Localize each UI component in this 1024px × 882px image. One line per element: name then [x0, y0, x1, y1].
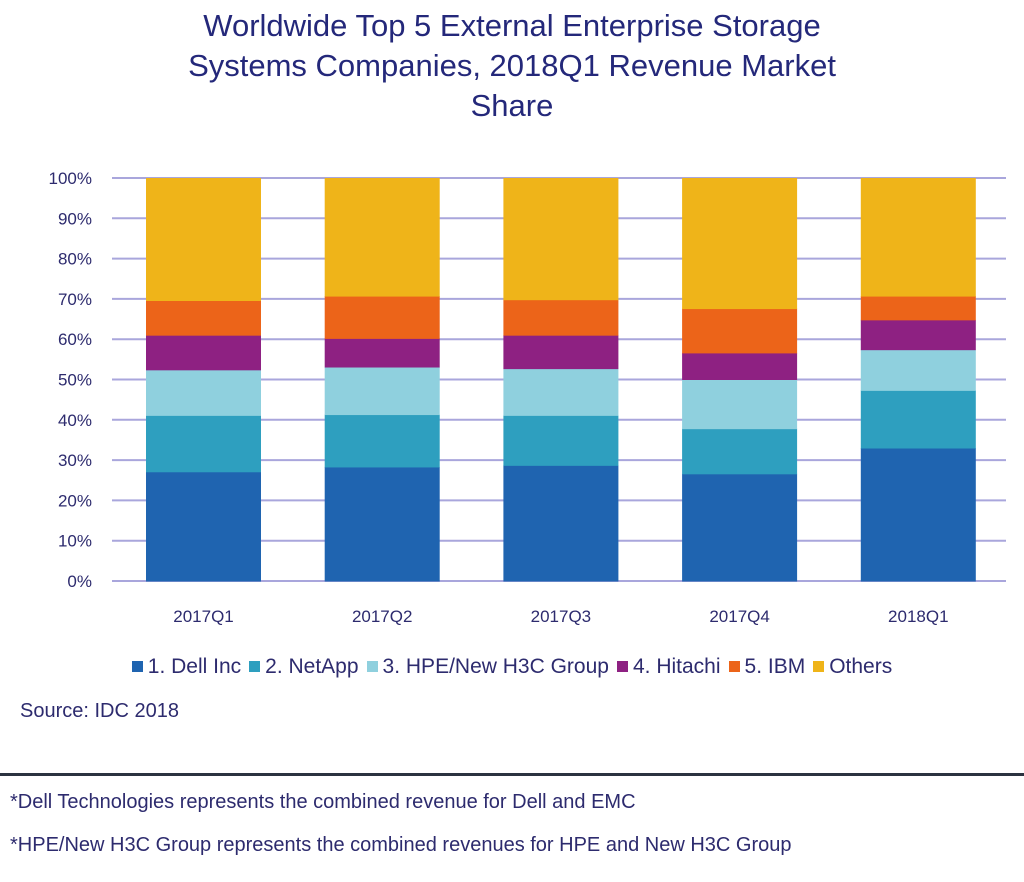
y-tick-label: 30%: [58, 451, 92, 470]
footnote-dell: *Dell Technologies represents the combin…: [10, 791, 636, 813]
legend-item: Others: [813, 655, 892, 679]
bar-segment: [324, 466, 440, 582]
bar-segment: [503, 335, 619, 370]
bar-segment: [860, 319, 976, 351]
legend-label: 1. Dell Inc: [147, 655, 242, 678]
bar-segment: [146, 471, 261, 582]
title-line: Worldwide Top 5 External Enterprise Stor…: [203, 8, 821, 43]
x-tick-label: 2017Q4: [709, 607, 770, 626]
bar-segment: [503, 368, 619, 416]
bar-segment: [682, 473, 798, 582]
title-line: Share: [470, 88, 554, 123]
bar-segment: [146, 369, 261, 416]
bar-segment: [503, 415, 619, 466]
bar-segment: [324, 178, 440, 297]
bar-segment: [324, 367, 440, 416]
legend-swatch: [813, 661, 825, 672]
x-tick-label: 2017Q3: [531, 607, 592, 626]
y-tick-label: 60%: [58, 330, 92, 349]
bar-segment: [503, 178, 619, 301]
bar-segment: [146, 300, 261, 336]
bar-segment: [682, 308, 798, 354]
legend-swatch: [616, 661, 628, 672]
legend-swatch: [366, 661, 378, 672]
source-note: Source: IDC 2018: [20, 700, 179, 722]
legend-item: 3. HPE/New H3C Group: [366, 655, 609, 679]
bar-segment: [682, 178, 798, 310]
legend-label: Others: [829, 655, 893, 678]
bar-segment: [324, 338, 440, 368]
legend: 1. Dell Inc 2. NetApp 3. HPE/New H3C Group…: [0, 655, 1024, 679]
legend-label: 4. Hitachi: [632, 655, 721, 678]
legend-item: 2. NetApp: [249, 655, 359, 679]
legend-label: 2. NetApp: [265, 655, 359, 678]
y-tick-label: 10%: [58, 532, 92, 551]
bar-segment: [860, 178, 976, 297]
footnote-hpe: *HPE/New H3C Group represents the combin…: [10, 834, 792, 856]
legend-item: 4. Hitachi: [616, 655, 721, 679]
bar-segment: [503, 299, 619, 336]
bar-segment: [860, 349, 976, 391]
legend-item: 5. IBM: [728, 655, 806, 679]
legend-label: 3. HPE/New H3C Group: [382, 655, 609, 678]
bar-segment: [324, 414, 440, 468]
bar-segment: [860, 448, 976, 582]
x-tick-label: 2017Q1: [173, 607, 234, 626]
bar-segment: [503, 465, 619, 582]
y-tick-label: 40%: [58, 411, 92, 430]
legend-swatch: [131, 661, 143, 672]
stacked-bar-chart: 0% 10% 20% 30% 40% 50% 60% 70% 80% 90% 100% 2017Q1 2…: [49, 169, 1006, 626]
legend-swatch: [249, 661, 261, 672]
bar-segment: [682, 428, 798, 475]
x-tick-label: 2018Q1: [888, 607, 949, 626]
x-tick-label: 2017Q2: [352, 607, 413, 626]
legend-item: 1. Dell Inc: [131, 655, 242, 679]
divider: [0, 773, 1024, 776]
legend-swatch: [728, 661, 740, 672]
y-tick-label: 50%: [58, 371, 92, 390]
bar-segment: [682, 352, 798, 380]
bar-segment: [146, 178, 261, 302]
y-tick-label: 70%: [58, 290, 92, 309]
y-tick-label: 90%: [58, 209, 92, 228]
chart-title: Worldwide Top 5 External Enterprise Stor…: [0, 6, 1024, 126]
y-tick-label: 20%: [58, 491, 92, 510]
y-tick-label: 80%: [58, 250, 92, 269]
bar-segment: [860, 296, 976, 321]
bar-segment: [146, 335, 261, 371]
bar-segment: [860, 390, 976, 449]
bar-segment: [324, 296, 440, 339]
title-line: Systems Companies, 2018Q1 Revenue Market: [188, 48, 836, 83]
bar-segment: [146, 415, 261, 473]
bar-segment: [682, 379, 798, 430]
legend-label: 5. IBM: [744, 655, 806, 678]
y-tick-label: 0%: [67, 572, 92, 591]
y-tick-label: 100%: [49, 169, 92, 188]
